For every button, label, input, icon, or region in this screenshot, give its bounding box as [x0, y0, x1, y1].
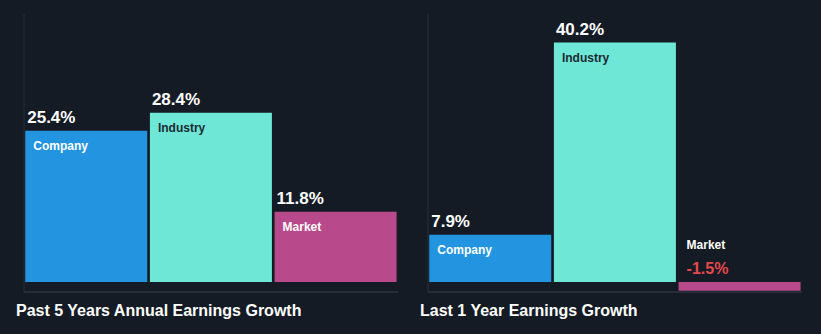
svg-text:Industry: Industry [158, 121, 206, 135]
svg-text:Market: Market [687, 238, 726, 252]
svg-text:Company: Company [33, 139, 88, 153]
svg-text:11.8%: 11.8% [277, 189, 324, 208]
svg-text:Company: Company [437, 243, 492, 257]
svg-text:40.2%: 40.2% [556, 20, 604, 39]
svg-text:Market: Market [283, 220, 322, 234]
svg-text:Industry: Industry [562, 51, 610, 65]
html-text:Last 1 Year Earnings Growth: Last 1 Year Earnings Growth [420, 302, 638, 319]
svg-text:28.4%: 28.4% [152, 90, 200, 109]
svg-text:25.4%: 25.4% [27, 108, 75, 127]
svg-text:-1.5%: -1.5% [687, 260, 729, 277]
svg-text:7.9%: 7.9% [431, 212, 470, 231]
html-text:Past 5 Years Annual Earnings G: Past 5 Years Annual Earnings Growth [16, 302, 302, 319]
